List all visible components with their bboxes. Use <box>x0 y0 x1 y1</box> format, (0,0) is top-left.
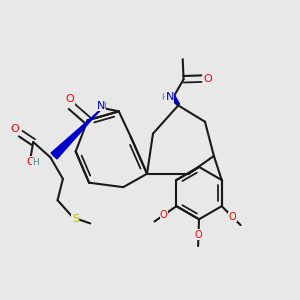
Text: N: N <box>165 92 174 102</box>
Polygon shape <box>169 94 180 104</box>
Text: H: H <box>99 101 106 110</box>
Text: O: O <box>26 157 35 166</box>
Text: O: O <box>11 124 19 134</box>
Text: O: O <box>65 94 74 104</box>
Text: O: O <box>195 230 202 240</box>
Text: O: O <box>160 210 167 220</box>
Text: H: H <box>161 93 168 102</box>
Text: O: O <box>229 212 236 222</box>
Text: N: N <box>97 101 105 111</box>
Text: H: H <box>32 158 39 167</box>
Text: O: O <box>204 74 212 84</box>
Polygon shape <box>51 110 100 159</box>
Text: S: S <box>72 214 79 224</box>
